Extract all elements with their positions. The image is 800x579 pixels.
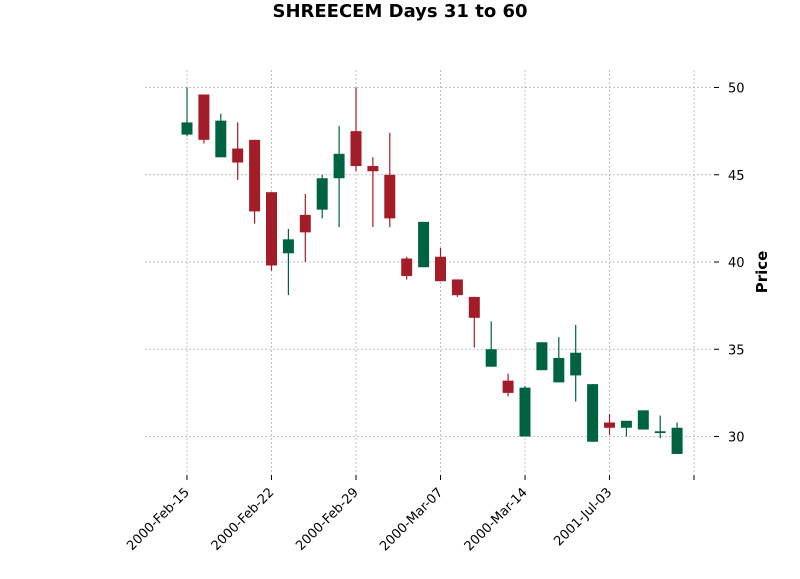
candle bbox=[316, 174, 328, 219]
candle-body bbox=[418, 221, 430, 268]
x-tick-label: 2001-Jul-03 bbox=[551, 485, 615, 549]
candle-body bbox=[401, 258, 413, 276]
candle-body bbox=[350, 131, 362, 167]
candle-body bbox=[604, 422, 615, 428]
x-tick-label: 2000-Mar-07 bbox=[377, 485, 446, 554]
candle-body bbox=[587, 384, 599, 442]
candle-body bbox=[282, 239, 294, 254]
candle bbox=[333, 125, 345, 228]
y-tick-label: 50 bbox=[728, 82, 745, 97]
candle-body bbox=[215, 120, 227, 158]
candle bbox=[519, 385, 531, 437]
y-tick-label: 40 bbox=[728, 256, 745, 271]
candle-body bbox=[181, 122, 193, 135]
candle bbox=[350, 87, 362, 172]
candle bbox=[604, 413, 615, 435]
candle-body bbox=[671, 427, 683, 454]
candle bbox=[299, 193, 311, 262]
candle bbox=[401, 256, 413, 280]
candle bbox=[620, 420, 632, 437]
y-tick-label: 30 bbox=[728, 431, 745, 446]
candle bbox=[570, 324, 582, 402]
candle-body bbox=[468, 296, 480, 318]
candle bbox=[553, 337, 565, 383]
candle bbox=[654, 415, 666, 439]
candle bbox=[282, 228, 294, 296]
candle-body bbox=[232, 148, 244, 163]
candle-body bbox=[536, 342, 548, 371]
candle-body bbox=[299, 214, 311, 233]
candle-body bbox=[384, 174, 396, 219]
candle bbox=[451, 279, 463, 297]
x-axis: 2000-Feb-15 2000-Feb-22 2000-Feb-29 2000-Ma… bbox=[124, 475, 695, 554]
chart-title: SHREECEM Days 31 to 60 bbox=[272, 1, 527, 22]
candle-body bbox=[485, 349, 497, 367]
candle bbox=[587, 384, 599, 442]
x-tick-label: 2000-Mar-14 bbox=[462, 485, 531, 554]
candle-body bbox=[435, 256, 446, 282]
candle bbox=[266, 192, 277, 271]
candle bbox=[384, 132, 396, 228]
y-axis: 30 35 40 45 50 bbox=[714, 82, 745, 446]
y-tick-label: 35 bbox=[728, 343, 745, 358]
candle bbox=[367, 157, 379, 228]
candle-body bbox=[570, 352, 582, 376]
candle-body bbox=[198, 94, 210, 140]
candle-body bbox=[654, 431, 666, 434]
x-tick-label: 2000-Feb-22 bbox=[209, 485, 278, 554]
y-axis-label: Price bbox=[753, 251, 771, 294]
x-tick-label: 2000-Feb-29 bbox=[293, 485, 362, 554]
y-tick-label: 45 bbox=[728, 169, 745, 184]
candle bbox=[181, 87, 193, 137]
candle-body bbox=[367, 166, 379, 172]
candle-body bbox=[451, 279, 463, 296]
candle bbox=[249, 139, 261, 224]
candle-body bbox=[266, 192, 277, 266]
x-tick-label: 2000-Feb-15 bbox=[124, 485, 193, 554]
candle bbox=[232, 122, 244, 180]
candle bbox=[435, 248, 446, 282]
candle bbox=[198, 94, 210, 144]
candle bbox=[637, 410, 649, 430]
candle-body bbox=[519, 387, 531, 437]
candle-body bbox=[316, 178, 328, 210]
candle bbox=[468, 296, 480, 348]
candle bbox=[485, 321, 497, 367]
grid bbox=[145, 70, 712, 473]
candle-body bbox=[333, 153, 345, 179]
candle bbox=[671, 422, 683, 454]
candle bbox=[418, 221, 430, 268]
candle bbox=[215, 113, 227, 158]
candles bbox=[181, 87, 683, 454]
candle-body bbox=[502, 380, 514, 393]
candle bbox=[502, 373, 514, 397]
candle bbox=[536, 342, 548, 371]
candle-body bbox=[249, 139, 261, 212]
candle-body bbox=[553, 357, 565, 383]
candle-body bbox=[620, 420, 632, 428]
candle-body bbox=[637, 410, 649, 430]
